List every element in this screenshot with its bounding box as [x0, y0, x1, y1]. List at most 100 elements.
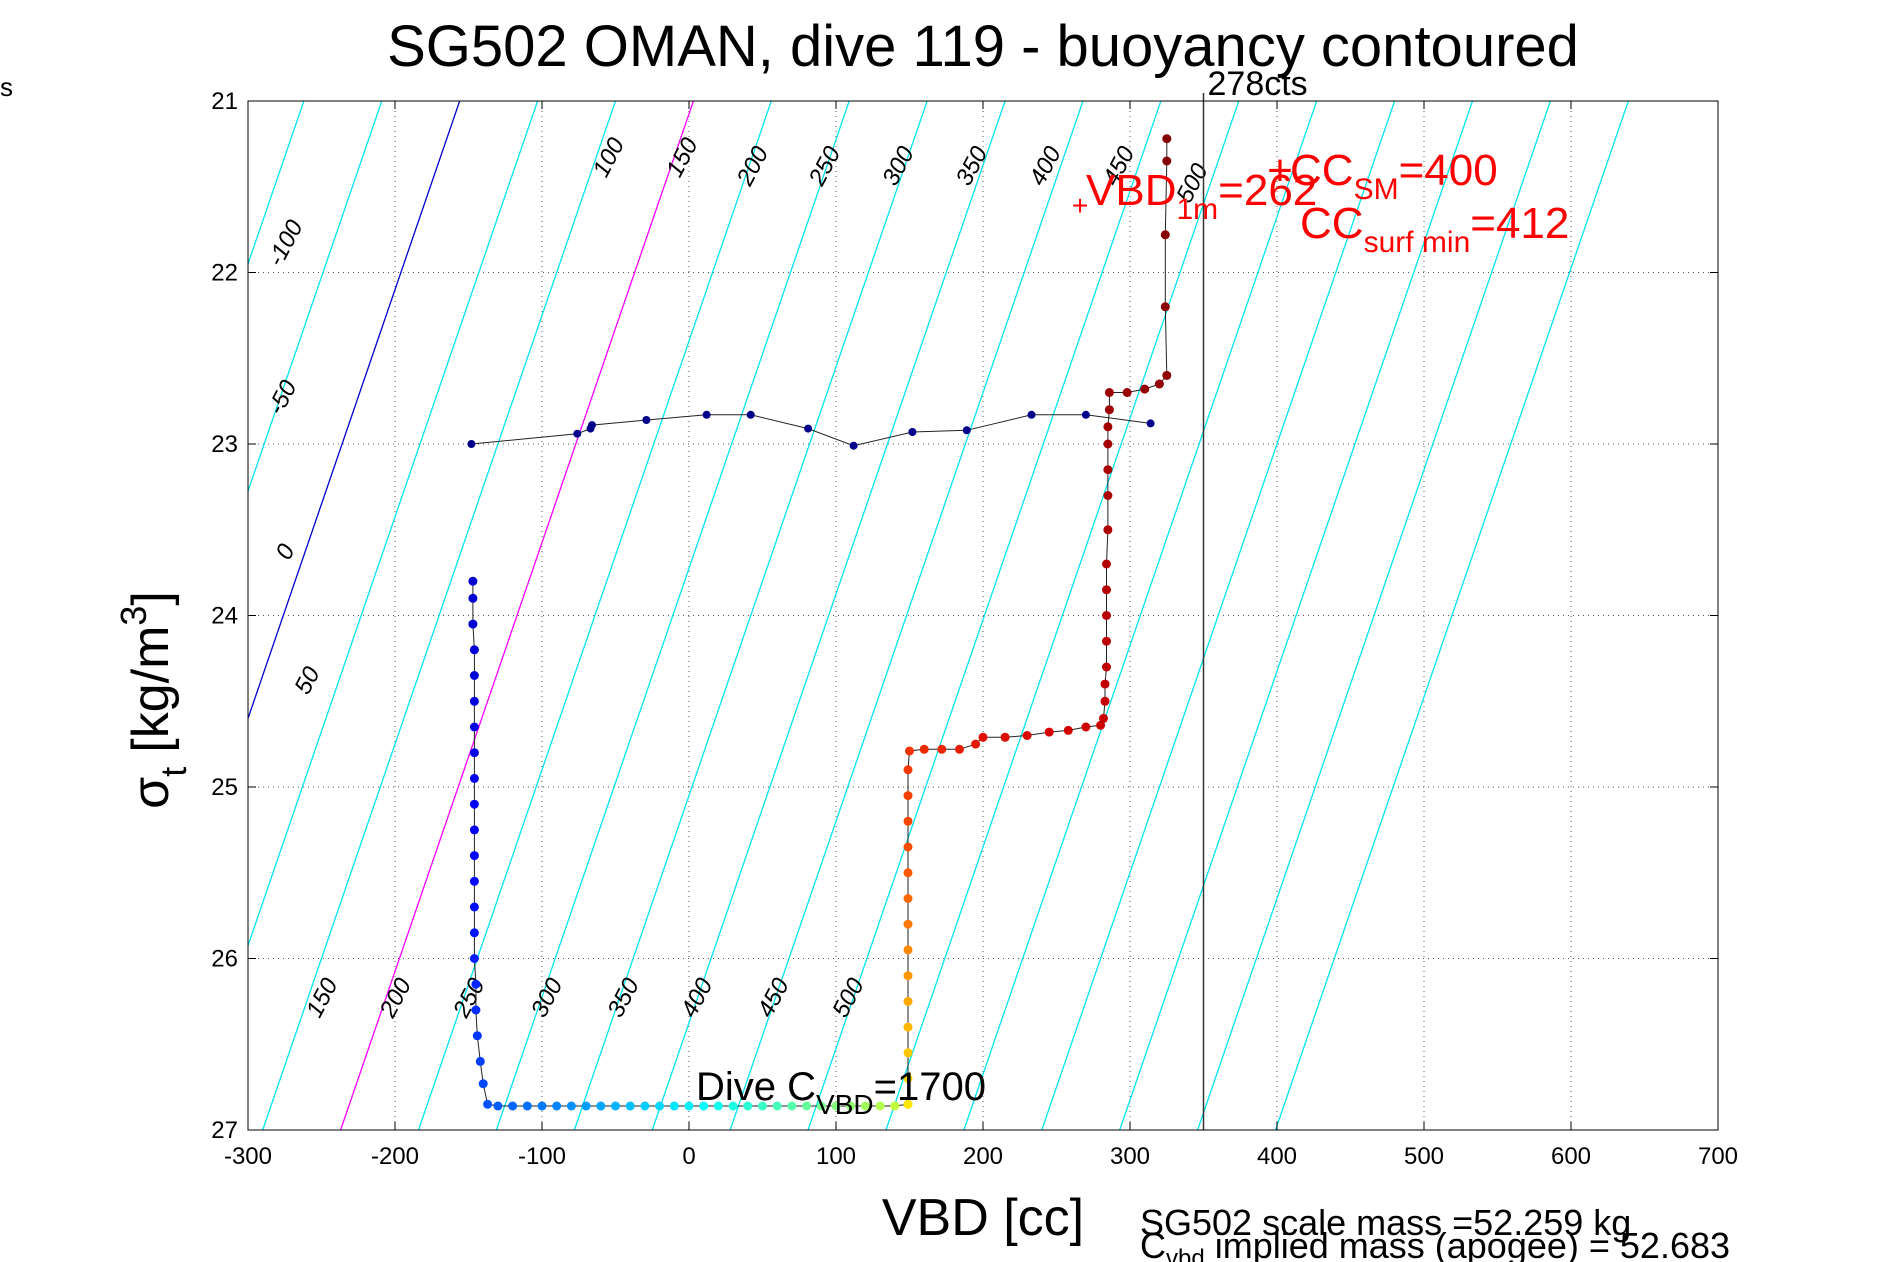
data-point-climb	[1103, 422, 1113, 432]
data-point-climb	[903, 996, 913, 1006]
data-point-dive	[758, 1101, 767, 1111]
data-point-connector	[962, 426, 971, 435]
contour-line	[963, 101, 1318, 1130]
data-point-climb	[1162, 156, 1172, 166]
data-point-dive	[802, 1101, 812, 1111]
y-tick-label: 21	[211, 88, 238, 115]
data-point-dive	[468, 619, 478, 629]
vbd-1m-value: =262	[1218, 166, 1317, 215]
data-point-climb	[1102, 559, 1111, 569]
data-point-dive	[469, 696, 479, 706]
data-point-connector	[746, 410, 755, 419]
contour-label: 350	[951, 141, 994, 190]
data-point-dive	[469, 902, 479, 912]
data-point-dive	[552, 1101, 562, 1111]
vbd-1m-annotation: + VBD1m=262	[1072, 166, 1317, 226]
implied-mass-sub: vbd	[1166, 1245, 1205, 1262]
contour-line	[807, 101, 1162, 1130]
data-point-climb	[1103, 525, 1113, 535]
contour-line	[248, 101, 539, 948]
chart-title: SG502 OMAN, dive 119 - buoyancy contoure…	[387, 14, 1579, 79]
data-point-climb	[1104, 405, 1114, 415]
contour-line	[1274, 101, 1629, 1130]
data-point-dive	[566, 1101, 576, 1111]
data-point-dive	[611, 1101, 620, 1111]
dive-cvbd-sub: VBD	[816, 1089, 874, 1120]
data-point-climb	[1162, 134, 1172, 144]
data-point-climb	[919, 744, 929, 754]
contour-line	[1197, 101, 1552, 1130]
data-point-connector	[467, 440, 476, 448]
data-point-dive	[469, 851, 479, 861]
cc-sm-marker: +	[1267, 146, 1293, 195]
data-point-dive	[596, 1101, 606, 1111]
contour-label: 50	[289, 662, 326, 699]
contour-line	[651, 101, 1006, 1130]
data-point-climb	[1102, 636, 1111, 646]
contour-line	[1041, 101, 1396, 1130]
contour-label: -50	[262, 375, 302, 419]
contour-labels: -100 -50 0 50 100 150 200 250 300 350 400 450 500 150…	[262, 133, 1214, 1023]
cc-sm-value: =400	[1399, 146, 1498, 195]
x-tick-label: 400	[1257, 1143, 1297, 1170]
dive-cvbd-value: =1700	[874, 1065, 986, 1109]
x-tick-label: -200	[371, 1143, 419, 1170]
data-point-climb	[1103, 439, 1113, 449]
data-point-dive	[537, 1101, 547, 1111]
contour-label: -100	[262, 215, 309, 271]
data-point-dive	[713, 1101, 723, 1111]
data-point-dive	[469, 773, 479, 783]
contour-label: 100	[588, 133, 631, 182]
contour-line	[262, 101, 617, 1130]
y-tick-label: 26	[211, 946, 238, 973]
data-point-dive	[469, 876, 479, 886]
data-point-dive	[469, 645, 479, 655]
contour-line	[729, 101, 1084, 1130]
scale-mass-text: SG502 scale mass =52.259 kg	[1140, 1202, 1631, 1243]
contour-line	[1119, 101, 1474, 1130]
data-point-dive	[483, 1099, 493, 1109]
x-tick-label: -100	[518, 1143, 566, 1170]
data-point-dive	[581, 1101, 591, 1111]
data-series	[467, 134, 1172, 1111]
data-point-climb	[1000, 732, 1010, 742]
data-point-climb	[903, 919, 913, 929]
y-axis-label: σt [kg/m3]	[113, 591, 194, 809]
contour-label: 200	[731, 141, 774, 190]
data-point-dive	[787, 1101, 797, 1111]
data-point-dive	[469, 954, 479, 963]
contour-label: 250	[447, 973, 490, 1022]
data-point-climb	[1160, 302, 1170, 312]
data-point-dive	[831, 1101, 841, 1111]
data-point-dive	[469, 928, 479, 938]
data-point-climb	[1100, 679, 1110, 689]
data-point-climb	[1096, 720, 1106, 730]
svg-text:Dive CVBD=1700: Dive CVBD=1700	[696, 1065, 986, 1120]
implied-mass-text: Cvbd implied mass (apogee) = 52.683	[1140, 1225, 1730, 1262]
data-point-climb	[1140, 384, 1150, 394]
data-point-dive	[699, 1101, 709, 1111]
contour-label: 150	[661, 133, 704, 182]
reference-line-group: 278cts	[1202, 65, 1308, 1130]
data-point-climb	[1102, 662, 1111, 672]
dive-cvbd-annotation: Dive CVBD=1700	[696, 1065, 986, 1120]
contour-line	[573, 101, 928, 1130]
vbd-1m-marker: +	[1072, 190, 1088, 221]
x-axis-ticks: -300 -200 -100 0 100 200 300 400 500 600 700	[224, 101, 1738, 1170]
data-point-climb	[1104, 388, 1114, 397]
contour-label: 250	[803, 141, 846, 190]
contour-line	[248, 101, 461, 721]
data-point-dive	[846, 1101, 856, 1111]
contour-label: 400	[676, 973, 719, 1022]
data-point-climb	[903, 842, 913, 852]
data-point-dive	[475, 1056, 485, 1066]
data-point-connector	[702, 410, 711, 419]
y-tick-label: 23	[211, 431, 238, 458]
data-point-dive	[469, 748, 479, 758]
cc-sm-prefix: CC	[1290, 146, 1354, 195]
data-point-dive	[468, 576, 478, 586]
data-point-connector	[573, 429, 582, 438]
cc-sm-annotation: + CCSM=400	[1267, 146, 1498, 206]
contour-label: 300	[526, 973, 569, 1022]
data-point-dive	[655, 1101, 665, 1111]
